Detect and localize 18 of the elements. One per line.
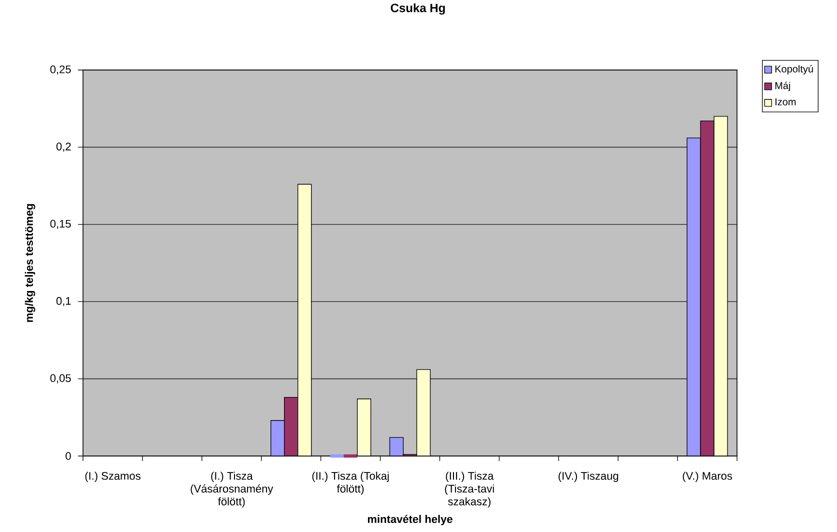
legend-label: Kopoltyú: [775, 65, 813, 74]
y-tick-label: 0,05: [50, 374, 71, 384]
y-axis-title: mg/kg teljes testtömeg: [24, 204, 36, 322]
legend-label: Izom: [776, 98, 796, 106]
x-tick-label: (I.) Tisza (Vásárosnamény fölött): [190, 472, 274, 508]
y-tick-label: 0: [66, 452, 71, 460]
chart-title: Csuka Hg: [390, 3, 445, 15]
x-tick-label: (II.) Tisza (Tokaj fölött): [312, 472, 389, 495]
y-tick-label: 0,25: [50, 65, 71, 75]
x-axis-title: mintavétel helye: [368, 514, 452, 526]
x-tick-label: (V.) Maros: [682, 472, 732, 482]
x-tick-label: (III.) Tisza (Tisza-tavi szakasz): [444, 472, 494, 508]
y-tick-label: 0,2: [56, 142, 71, 152]
x-tick-label: (IV.) Tiszaug: [558, 472, 618, 482]
y-tick-label: 0,1: [56, 297, 71, 306]
x-tick-label: (I.) Szamos: [85, 472, 140, 482]
legend-label: Máj: [775, 82, 790, 92]
y-tick-label: 0,15: [50, 220, 71, 229]
